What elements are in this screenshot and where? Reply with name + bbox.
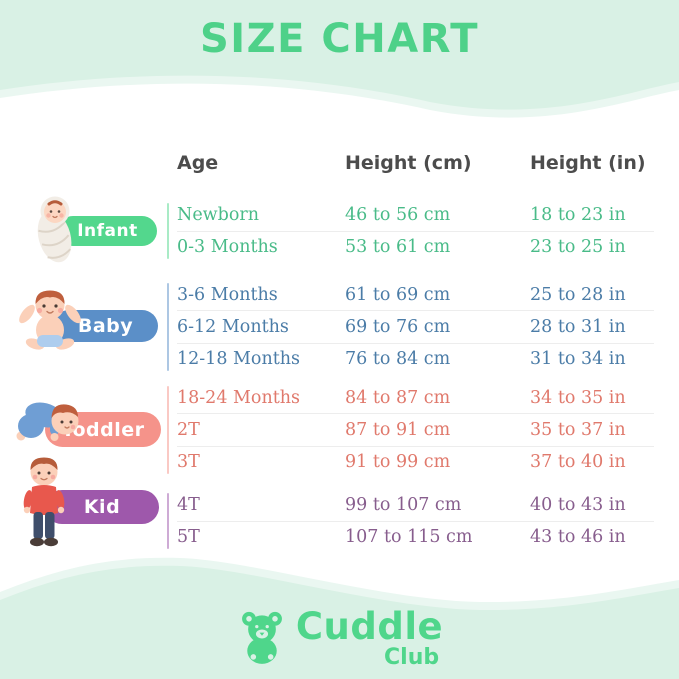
cell-height-in: 35 to 37 in bbox=[530, 419, 626, 440]
table-row: 4T 99 to 107 cm 40 to 43 in bbox=[177, 489, 654, 522]
cell-age: Newborn bbox=[177, 204, 260, 225]
group-pill-kid: Kid bbox=[45, 490, 159, 524]
table-row: 12-18 Months 76 to 84 cm 31 to 34 in bbox=[177, 344, 654, 375]
cell-height-cm: 99 to 107 cm bbox=[345, 494, 462, 515]
cell-height-in: 31 to 34 in bbox=[530, 349, 626, 370]
brand-logo: Cuddle Club bbox=[0, 608, 679, 670]
cell-height-cm: 84 to 87 cm bbox=[345, 387, 451, 408]
cell-height-cm: 61 to 69 cm bbox=[345, 284, 451, 305]
cell-age: 2T bbox=[177, 419, 200, 440]
table-row: 18-24 Months 84 to 87 cm 34 to 35 in bbox=[177, 382, 654, 415]
group-pill-label: Baby bbox=[77, 315, 134, 337]
group-pill-label: Infant bbox=[77, 221, 138, 241]
group-separator-line bbox=[167, 493, 169, 549]
cell-age: 5T bbox=[177, 527, 200, 548]
cell-height-in: 37 to 40 in bbox=[530, 452, 626, 473]
table-row: 0-3 Months 53 to 61 cm 23 to 25 in bbox=[177, 232, 654, 264]
cell-height-in: 23 to 25 in bbox=[530, 237, 626, 258]
group-pill-label: Kid bbox=[83, 496, 121, 518]
table-row: 3-6 Months 61 to 69 cm 25 to 28 in bbox=[177, 279, 654, 312]
table-row: Newborn 46 to 56 cm 18 to 23 in bbox=[177, 199, 654, 232]
teddy-bear-icon bbox=[241, 611, 282, 664]
group-separator-line bbox=[167, 283, 169, 371]
crawling-toddler-illustration-icon bbox=[16, 402, 79, 441]
table-row: 2T 87 to 91 cm 35 to 37 in bbox=[177, 414, 654, 447]
cell-height-cm: 76 to 84 cm bbox=[345, 349, 451, 370]
cell-height-in: 34 to 35 in bbox=[530, 387, 626, 408]
size-group-infant: Newborn 46 to 56 cm 18 to 23 in 0-3 Mont… bbox=[0, 199, 679, 263]
cell-height-in: 28 to 31 in bbox=[530, 316, 626, 337]
brand-name: Cuddle bbox=[295, 605, 444, 648]
swaddled-baby-illustration-icon bbox=[37, 196, 72, 263]
header-height-cm: Height (cm) bbox=[345, 152, 472, 174]
cell-age: 4T bbox=[177, 494, 200, 515]
cell-height-cm: 53 to 61 cm bbox=[345, 237, 451, 258]
table-header-row: Age Height (cm) Height (in) bbox=[177, 152, 654, 174]
brand-subname: Club bbox=[384, 645, 440, 670]
cell-height-in: 25 to 28 in bbox=[530, 284, 626, 305]
sitting-baby-illustration-icon bbox=[19, 290, 81, 350]
cell-height-in: 43 to 46 in bbox=[530, 527, 626, 548]
table-row: 3T 91 to 99 cm 37 to 40 in bbox=[177, 447, 654, 478]
cell-height-cm: 107 to 115 cm bbox=[345, 527, 473, 548]
group-pill-label: Toddler bbox=[61, 418, 145, 441]
standing-boy-illustration-icon bbox=[23, 457, 65, 547]
cell-height-cm: 91 to 99 cm bbox=[345, 452, 451, 473]
group-pill-infant: Infant bbox=[58, 216, 157, 246]
cell-height-cm: 69 to 76 cm bbox=[345, 316, 451, 337]
page-title: SIZE CHART bbox=[199, 16, 480, 62]
cell-age: 3T bbox=[177, 452, 200, 473]
group-pill-baby: Baby bbox=[53, 310, 158, 342]
cell-age: 0-3 Months bbox=[177, 237, 278, 258]
header-age: Age bbox=[177, 152, 219, 174]
cell-age: 12-18 Months bbox=[177, 349, 301, 370]
group-separator-line bbox=[167, 203, 169, 259]
cell-height-cm: 46 to 56 cm bbox=[345, 204, 451, 225]
group-separator-line bbox=[167, 386, 169, 474]
cell-age: 18-24 Months bbox=[177, 387, 301, 408]
cell-height-cm: 87 to 91 cm bbox=[345, 419, 451, 440]
cell-age: 3-6 Months bbox=[177, 284, 278, 305]
size-group-toddler: 18-24 Months 84 to 87 cm 34 to 35 in 2T … bbox=[0, 382, 679, 478]
cell-height-in: 40 to 43 in bbox=[530, 494, 626, 515]
table-row: 6-12 Months 69 to 76 cm 28 to 31 in bbox=[177, 311, 654, 344]
cell-age: 6-12 Months bbox=[177, 316, 289, 337]
cell-height-in: 18 to 23 in bbox=[530, 204, 626, 225]
table-row: 5T 107 to 115 cm 43 to 46 in bbox=[177, 522, 654, 554]
size-group-baby: 3-6 Months 61 to 69 cm 25 to 28 in 6-12 … bbox=[0, 279, 679, 375]
header-height-in: Height (in) bbox=[530, 152, 646, 174]
size-group-kid: 4T 99 to 107 cm 40 to 43 in 5T 107 to 11… bbox=[0, 489, 679, 553]
